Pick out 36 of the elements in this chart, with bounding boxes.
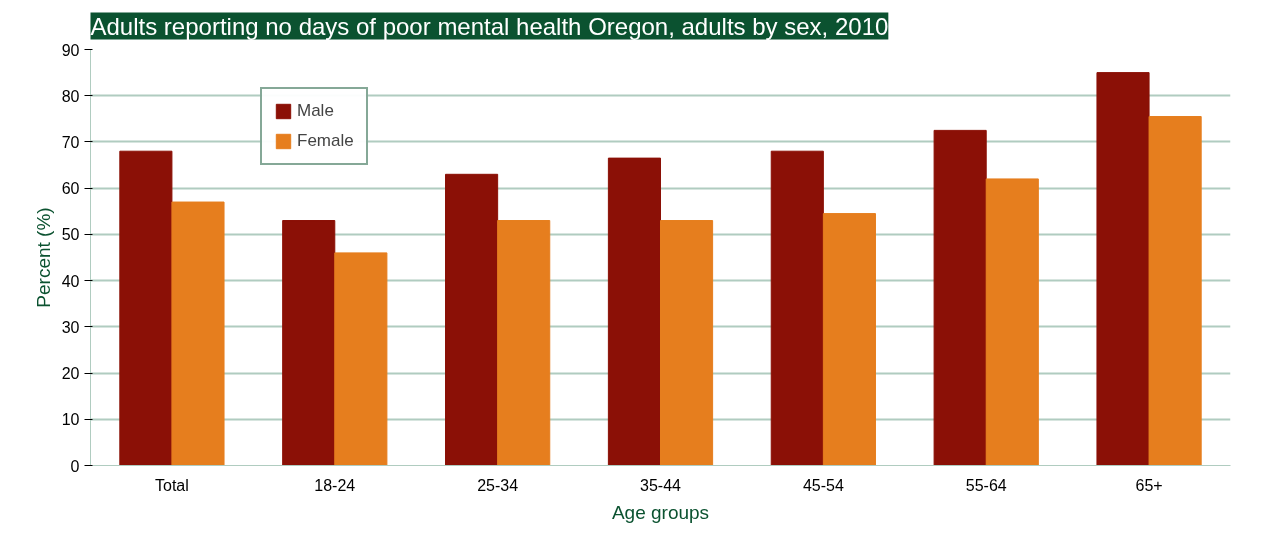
x-tick-label: 65+ [1135, 476, 1163, 494]
x-tick-label: 45-54 [802, 476, 844, 494]
y-tick-label: 30 [61, 318, 80, 336]
x-axis-title: Age groups [611, 501, 710, 523]
bar [171, 201, 225, 466]
y-tick-label: 70 [61, 133, 80, 151]
bar [1096, 72, 1150, 466]
y-tick-label: 40 [61, 272, 80, 290]
bar [1148, 116, 1202, 466]
x-tick-label: 25-34 [477, 476, 519, 494]
y-tick-label: 90 [61, 41, 80, 59]
bar [822, 213, 876, 466]
bar [497, 220, 551, 466]
bar [607, 157, 661, 466]
x-tick-label: 18-24 [314, 476, 356, 494]
y-tick-label: 50 [61, 226, 80, 244]
x-tick-label: 55-64 [965, 476, 1007, 494]
bar [334, 252, 388, 466]
bar [933, 129, 987, 466]
y-tick-label: 60 [61, 180, 80, 198]
x-tick-label: 35-44 [640, 476, 682, 494]
legend-label: Female [297, 131, 354, 151]
y-tick-label: 10 [61, 411, 80, 429]
bar [282, 220, 336, 466]
bar [985, 178, 1039, 466]
x-tick-label: Total [155, 476, 189, 494]
y-tick-label: 80 [61, 87, 80, 105]
chart-title: Adults reporting no days of poor mental health Oregon, adults by sex, 2010 [90, 12, 889, 40]
bar [119, 150, 173, 466]
y-tick-label: 0 [70, 457, 80, 475]
y-axis-title: Percent (%) [32, 207, 54, 308]
y-tick-label: 20 [61, 365, 80, 383]
bar [770, 150, 824, 466]
bar [660, 220, 714, 466]
legend-label: Male [297, 101, 334, 121]
bar [445, 173, 499, 466]
